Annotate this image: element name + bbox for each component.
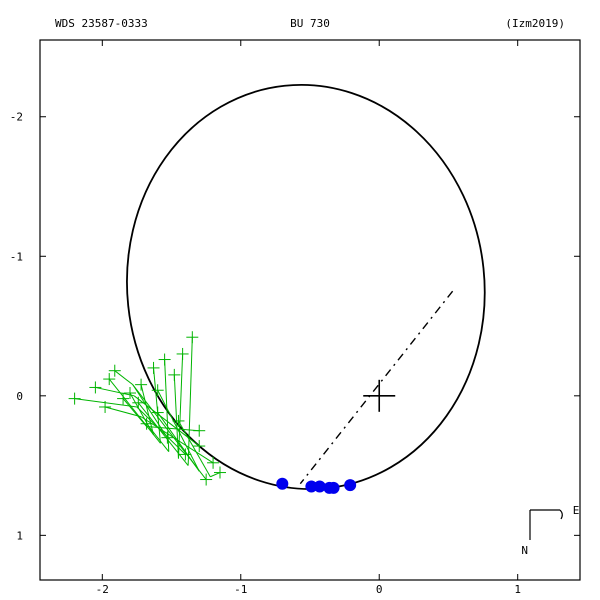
green-oc-line (188, 337, 192, 465)
compass: EN (521, 504, 579, 557)
y-tick-label: -1 (10, 250, 23, 263)
x-tick-label: 0 (376, 583, 383, 596)
y-tick-label: -2 (10, 111, 23, 124)
green-obs-group (69, 331, 226, 485)
x-tick-label: -1 (234, 583, 247, 596)
green-oc-line (154, 368, 161, 443)
plot-frame (40, 40, 580, 580)
y-tick-label: 1 (16, 529, 23, 542)
green-oc-line (133, 385, 206, 480)
orbit-plot: WDS 23587-0333 BU 730 (Izm2019) -2 -1 0 1 -2 -1 0… (0, 0, 600, 600)
green-oc-line (115, 371, 133, 385)
x-tick-label: 1 (514, 583, 521, 596)
compass-n-label: N (521, 544, 528, 557)
node-line (300, 291, 452, 484)
blue-point (276, 478, 288, 490)
y-tick-label: 0 (16, 390, 23, 403)
header-right: (Izm2019) (505, 17, 565, 30)
blue-point (344, 479, 356, 491)
blue-point (328, 482, 340, 494)
header-left: WDS 23587-0333 (55, 17, 148, 30)
orbit-ellipse (107, 67, 505, 507)
green-oc-line (147, 427, 200, 431)
x-tick-label: -2 (96, 583, 109, 596)
compass-e-label: E (573, 504, 580, 517)
green-oc-line (210, 473, 220, 477)
header-center: BU 730 (290, 17, 330, 30)
green-oc-line (95, 387, 134, 395)
